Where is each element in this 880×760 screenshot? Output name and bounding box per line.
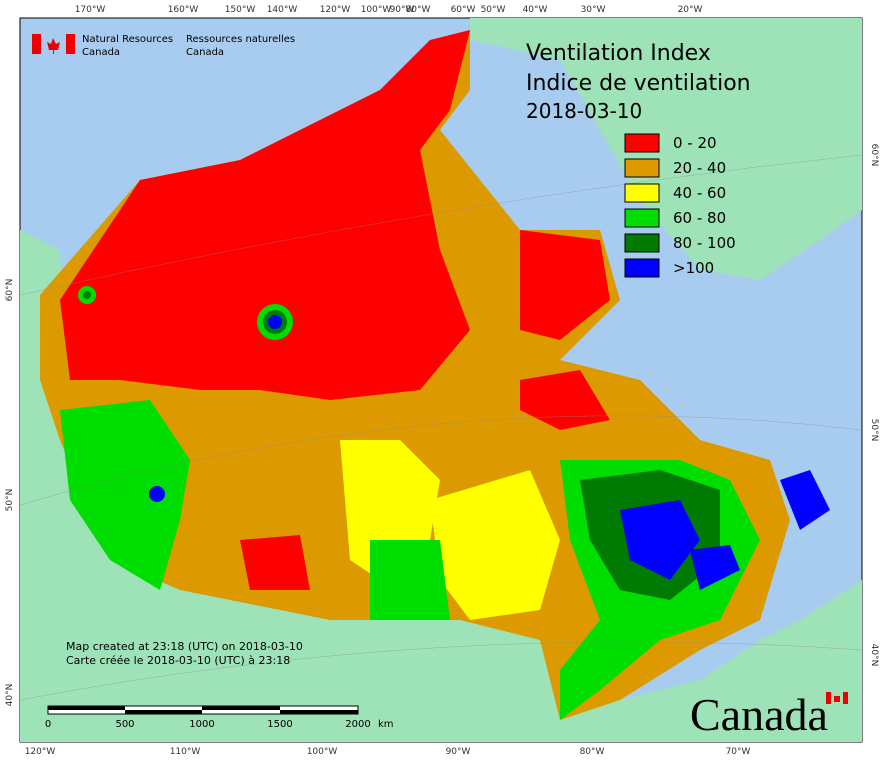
top-grat-label: 120°W (320, 5, 351, 15)
logo-en-country: Canada (82, 47, 120, 58)
title: Ventilation Index (526, 41, 711, 66)
top-grat-label: 100°W (361, 5, 392, 15)
legend-label: 20 - 40 (673, 159, 726, 177)
bottom-grat-label: 90°W (446, 747, 471, 757)
wordmark-flag (826, 692, 848, 704)
top-grat-label: 60°W (451, 5, 476, 15)
top-grat-label: 50°W (481, 5, 506, 15)
logo: Natural Resources Canada Ressources natu… (32, 34, 295, 58)
legend-swatch (624, 208, 660, 228)
right-grat-label: 40°N (869, 644, 879, 667)
top-grat-label: 20°W (678, 5, 703, 15)
top-grat-label: 30°W (581, 5, 606, 15)
logo-fr-country: Canada (186, 47, 224, 58)
bottom-grat-label: 110°W (170, 747, 201, 757)
legend-swatch (624, 158, 660, 178)
right-grat-label: 50°N (869, 419, 879, 442)
legend-label: 60 - 80 (673, 209, 726, 227)
top-grat-label: 150°W (225, 5, 256, 15)
legend-label: 80 - 100 (673, 234, 736, 252)
legend-label: 40 - 60 (673, 184, 726, 202)
canada-ventilation (40, 30, 830, 720)
bottom-grat-label: 80°W (580, 747, 605, 757)
bottom-grat-label: 100°W (307, 747, 338, 757)
top-grat-label: 140°W (267, 5, 298, 15)
legend-swatch (624, 233, 660, 253)
legend-swatch (624, 183, 660, 203)
legend-swatch (624, 258, 660, 278)
scale-bar: 0 500 1000 1500 2000 km (45, 705, 394, 730)
top-grat-label: 170°W (75, 5, 106, 15)
scale-label: 2000 (345, 719, 370, 730)
top-grat-label: 40°W (523, 5, 548, 15)
logo-fr: Ressources naturelles (186, 34, 295, 45)
left-grat-label: 60°N (5, 279, 15, 302)
footnote-en: Map created at 23:18 (UTC) on 2018-03-10 (66, 640, 303, 653)
subtitle: Indice de ventilation (526, 71, 751, 96)
graticule (19, 154, 863, 701)
scale-unit: km (378, 719, 394, 730)
left-grat-label: 50°N (5, 489, 15, 512)
legend-swatch (624, 133, 660, 153)
top-grat-label: 80°W (406, 5, 431, 15)
scale-label: 1500 (267, 719, 292, 730)
scale-label: 0 (45, 719, 51, 730)
legend-label: >100 (673, 259, 714, 277)
right-grat-label: 60°N (869, 144, 879, 167)
legend-label: 0 - 20 (673, 134, 717, 152)
bottom-grat-label: 70°W (726, 747, 751, 757)
left-grat-label: 40°N (5, 684, 15, 707)
top-grat-label: 90°W (390, 5, 415, 15)
wordmark: Canada (690, 689, 828, 740)
bottom-grat-label: 120°W (25, 747, 56, 757)
scale-label: 1000 (189, 719, 214, 730)
top-grat-label: 160°W (168, 5, 199, 15)
foreign-land (20, 18, 862, 742)
scale-label: 500 (115, 719, 134, 730)
date: 2018-03-10 (526, 99, 642, 123)
footnote-fr: Carte créée le 2018-03-10 (UTC) à 23:18 (66, 654, 290, 667)
logo-en: Natural Resources (82, 34, 173, 45)
